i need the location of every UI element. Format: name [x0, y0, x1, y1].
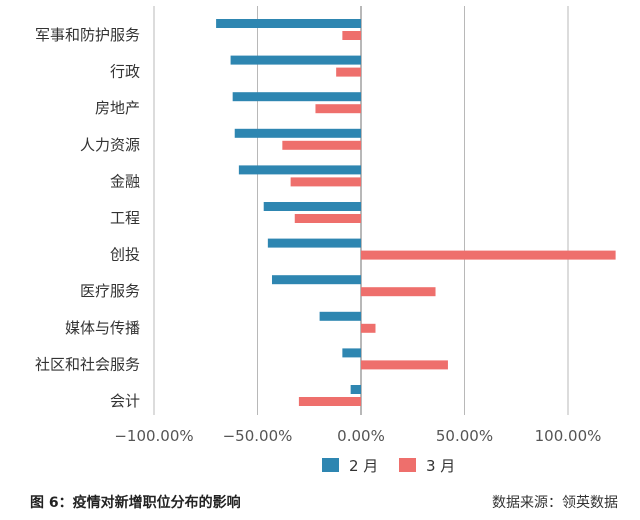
- legend-swatch: [322, 458, 339, 472]
- bar-feb: [230, 55, 361, 65]
- category-label: 金融: [110, 172, 140, 190]
- footer: 图 6：疫情对新增职位分布的影响 数据来源：领英数据: [0, 484, 640, 520]
- x-tick-label: 100.00%: [535, 427, 602, 445]
- bar-feb: [238, 165, 361, 175]
- legend-label: 3 月: [426, 457, 455, 475]
- bar-mar: [342, 31, 361, 40]
- bar-mar: [361, 323, 376, 333]
- category-label: 医疗服务: [80, 282, 140, 300]
- category-label: 会计: [110, 392, 140, 410]
- category-label: 社区和社会服务: [35, 355, 140, 373]
- bar-mar: [294, 214, 361, 223]
- chart: 军事和防护服务行政房地产人力资源金融工程创投医疗服务媒体与传播社区和社会服务会计…: [35, 6, 616, 475]
- x-tick-label: 50.00%: [436, 427, 493, 445]
- category-label: 军事和防护服务: [35, 26, 140, 44]
- data-source: 数据来源：领英数据: [492, 495, 618, 511]
- x-tick-label: 0.00%: [337, 427, 385, 445]
- x-tick-label: −50.00%: [223, 427, 293, 445]
- category-label: 房地产: [95, 99, 140, 117]
- bar-feb: [319, 311, 361, 321]
- category-label: 工程: [110, 209, 140, 227]
- bar-feb: [350, 385, 361, 394]
- bar-feb: [271, 275, 361, 285]
- bar-mar: [315, 104, 361, 114]
- x-tick-label: −100.00%: [114, 427, 193, 445]
- category-label: 媒体与传播: [65, 319, 140, 337]
- category-label: 人力资源: [80, 136, 140, 154]
- bar-mar: [361, 360, 448, 370]
- legend-swatch: [399, 458, 416, 472]
- bar-mar: [290, 177, 361, 187]
- bar-feb: [216, 19, 361, 28]
- bar-feb: [234, 128, 361, 138]
- category-label: 行政: [110, 63, 140, 81]
- bar-feb: [263, 202, 361, 211]
- bar-mar: [361, 287, 436, 297]
- bar-feb: [267, 238, 361, 248]
- bar-feb: [232, 92, 361, 102]
- bar-mar: [298, 397, 361, 406]
- category-label: 创投: [110, 246, 140, 264]
- bar-mar: [361, 250, 616, 260]
- bar-mar: [282, 140, 361, 150]
- bar-mar: [336, 67, 361, 77]
- chart-caption: 图 6：疫情对新增职位分布的影响: [30, 495, 241, 511]
- bar-feb: [342, 348, 361, 358]
- legend-label: 2 月: [349, 457, 378, 475]
